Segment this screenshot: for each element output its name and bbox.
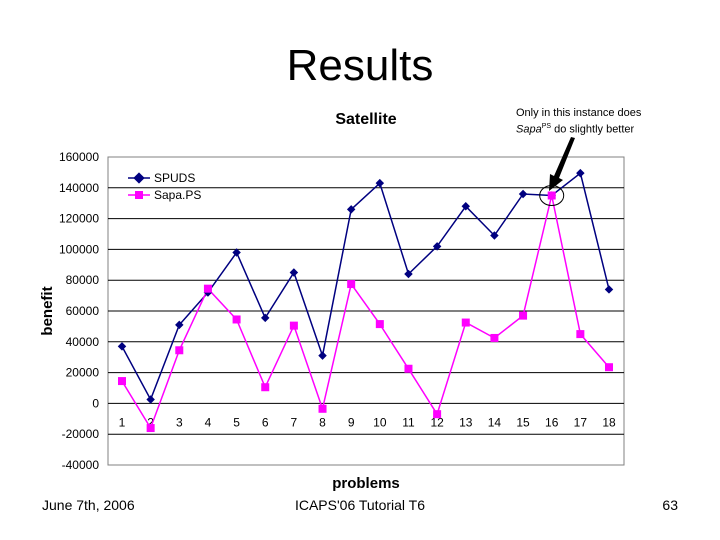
callout-arrow (549, 137, 575, 191)
sapaps-point (347, 280, 356, 289)
spuds-point (375, 178, 385, 188)
sapaps-point (146, 424, 155, 433)
sapaps-point (175, 346, 184, 355)
annotation-line-1: Only in this instance does (516, 107, 642, 119)
x-tick-label: 4 (205, 415, 212, 429)
sapaps-point (547, 191, 556, 200)
x-tick-label: 15 (516, 415, 530, 429)
legend-sapaps-label: Sapa.PS (154, 188, 201, 202)
y-tick-label: 60000 (66, 304, 100, 318)
sapaps-point (461, 318, 470, 327)
y-tick-label: 40000 (66, 335, 100, 349)
x-tick-label: 16 (545, 415, 559, 429)
y-tick-label: 80000 (66, 273, 100, 287)
annotation-ps-superscript: PS (541, 123, 552, 130)
spuds-point (346, 205, 356, 214)
sapaps-point (404, 364, 413, 373)
chart-title: Satellite (335, 111, 396, 128)
spuds-point (232, 248, 241, 257)
spuds-point (289, 268, 299, 277)
annotation-sapa: Sapa (516, 123, 542, 136)
y-tick-label: 160000 (59, 150, 99, 164)
legend-sapaps-marker (135, 191, 143, 199)
y-tick-label: -20000 (62, 427, 100, 441)
sapaps-point (519, 311, 528, 320)
spuds-point (117, 342, 127, 351)
annotation-line-2: SapaPS do slightly better (516, 120, 686, 137)
sapaps-point (318, 404, 327, 413)
x-tick-label: 14 (488, 415, 502, 429)
x-tick-label: 11 (402, 415, 415, 429)
y-tick-label: 100000 (59, 242, 99, 256)
x-tick-label: 5 (233, 415, 240, 429)
spuds-point (146, 395, 155, 404)
sapaps-point (289, 321, 298, 330)
y-tick-label: 20000 (66, 366, 100, 380)
footer-date: June 7th, 2006 (42, 497, 135, 513)
spuds-point (318, 351, 327, 360)
sapaps-point (375, 320, 384, 329)
sapaps-point (203, 284, 212, 293)
sapaps-point (490, 333, 499, 342)
sapaps-point (576, 330, 585, 339)
spuds-point (432, 242, 442, 251)
spuds-point (604, 285, 614, 294)
sapaps-point (433, 410, 442, 419)
y-tick-label: 0 (92, 396, 99, 410)
slide-title: Results (286, 41, 434, 90)
x-tick-label: 1 (119, 415, 126, 429)
x-tick-label: 13 (459, 415, 473, 429)
legend-spuds-marker (133, 172, 145, 184)
spuds-point (461, 202, 471, 211)
x-tick-label: 8 (319, 415, 326, 429)
y-tick-label: -40000 (62, 458, 100, 472)
legend-spuds-label: SPUDS (154, 171, 195, 185)
spuds-point (490, 231, 499, 240)
x-tick-label: 9 (348, 415, 355, 429)
legend: SPUDS Sapa.PS (128, 171, 201, 202)
annotation-rest: do slightly better (551, 123, 635, 136)
x-tick-label: 2 (147, 415, 154, 429)
x-axis-title: problems (332, 475, 400, 492)
x-tick-label: 3 (176, 415, 183, 429)
sapaps-point (118, 377, 126, 386)
spuds-point (260, 313, 270, 323)
sapaps-point (605, 363, 613, 372)
y-axis-title: benefit (39, 286, 56, 335)
sapaps-point (232, 315, 241, 324)
footer-event: ICAPS'06 Tutorial T6 (294, 497, 426, 513)
x-tick-label: 17 (574, 415, 588, 429)
spuds-point (404, 269, 413, 279)
y-tick-label: 140000 (59, 181, 99, 195)
series-line-sapaps (121, 195, 610, 430)
annotation-callout: Only in this instance does SapaPS do sli… (516, 106, 686, 137)
sapaps-point (261, 383, 270, 392)
page-number: 63 (662, 497, 678, 513)
x-tick-label: 6 (262, 415, 269, 429)
x-tick-label: 12 (430, 415, 444, 429)
x-tick-label: 18 (602, 415, 616, 429)
y-tick-label: 120000 (59, 212, 99, 226)
spuds-point (175, 320, 184, 330)
x-tick-label: 7 (291, 415, 298, 429)
x-tick-label: 10 (373, 415, 387, 429)
